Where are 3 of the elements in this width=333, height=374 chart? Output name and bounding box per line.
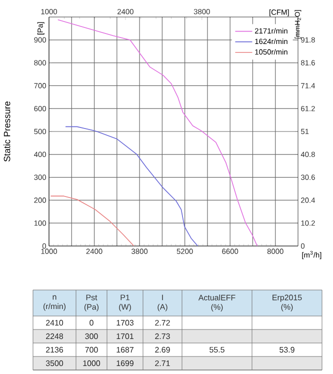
line-series bbox=[65, 126, 198, 246]
y-axis-title: Static Pressure bbox=[4, 102, 10, 162]
line-series bbox=[50, 196, 134, 246]
